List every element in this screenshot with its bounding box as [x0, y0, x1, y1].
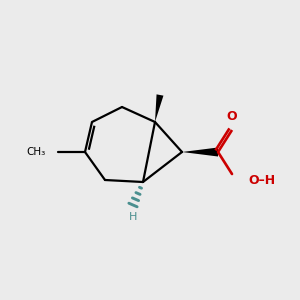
- Text: O–H: O–H: [248, 173, 275, 187]
- Polygon shape: [155, 94, 164, 122]
- Text: O: O: [227, 110, 237, 123]
- Text: CH₃: CH₃: [27, 147, 46, 157]
- Text: H: H: [129, 212, 137, 222]
- Polygon shape: [182, 148, 218, 157]
